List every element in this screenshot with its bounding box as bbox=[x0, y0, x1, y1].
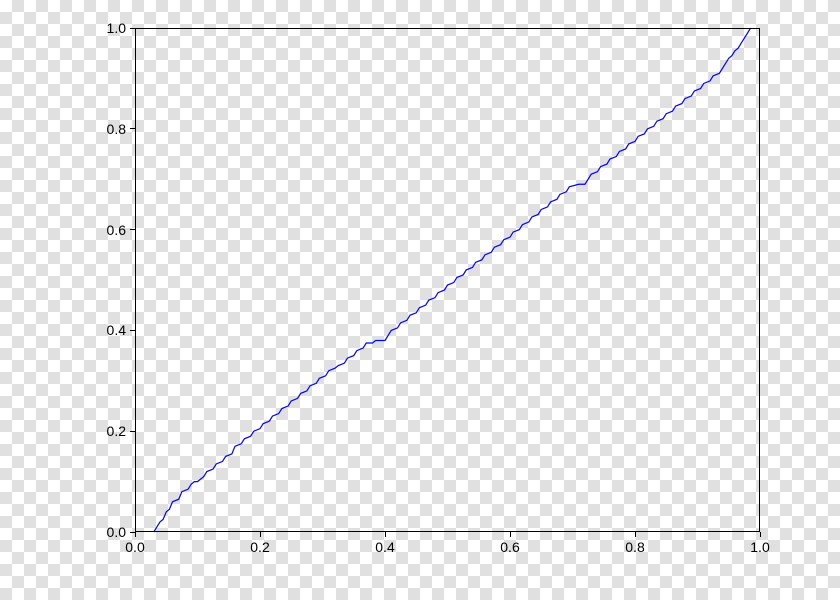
y-tick-label: 0.0 bbox=[107, 524, 126, 540]
x-tick bbox=[510, 532, 511, 537]
y-tick bbox=[130, 330, 135, 331]
y-tick-label: 0.6 bbox=[107, 222, 126, 238]
axis-border bbox=[135, 531, 760, 532]
x-tick bbox=[385, 532, 386, 537]
x-tick-label: 0.6 bbox=[500, 539, 519, 555]
line-series-svg bbox=[135, 28, 760, 532]
y-tick bbox=[130, 431, 135, 432]
x-tick bbox=[760, 532, 761, 537]
x-tick-label: 0.0 bbox=[125, 539, 144, 555]
axis-border bbox=[759, 28, 760, 532]
chart-container: 0.0 0.2 0.4 0.6 0.8 1.0 0.0 0.2 0.4 0.6 0.8 1.0 bbox=[0, 0, 840, 600]
y-tick bbox=[130, 28, 135, 29]
y-tick-label: 0.4 bbox=[107, 322, 126, 338]
y-tick-label: 0.2 bbox=[107, 423, 126, 439]
axis-border bbox=[135, 28, 760, 29]
x-tick-label: 0.8 bbox=[625, 539, 644, 555]
y-tick-label: 0.8 bbox=[107, 121, 126, 137]
y-tick bbox=[130, 229, 135, 230]
plot-area: 0.00.20.40.60.81.00.00.20.40.60.81.0 bbox=[135, 28, 760, 532]
y-tick-label: 1.0 bbox=[107, 20, 126, 36]
x-tick bbox=[635, 532, 636, 537]
x-tick bbox=[260, 532, 261, 537]
x-tick-label: 0.4 bbox=[375, 539, 394, 555]
line-series-0 bbox=[154, 28, 751, 532]
x-tick-label: 1.0 bbox=[750, 539, 769, 555]
y-tick bbox=[130, 532, 135, 533]
axis-border bbox=[135, 28, 136, 532]
x-tick-label: 0.2 bbox=[250, 539, 269, 555]
x-tick bbox=[135, 532, 136, 537]
y-tick bbox=[130, 128, 135, 129]
